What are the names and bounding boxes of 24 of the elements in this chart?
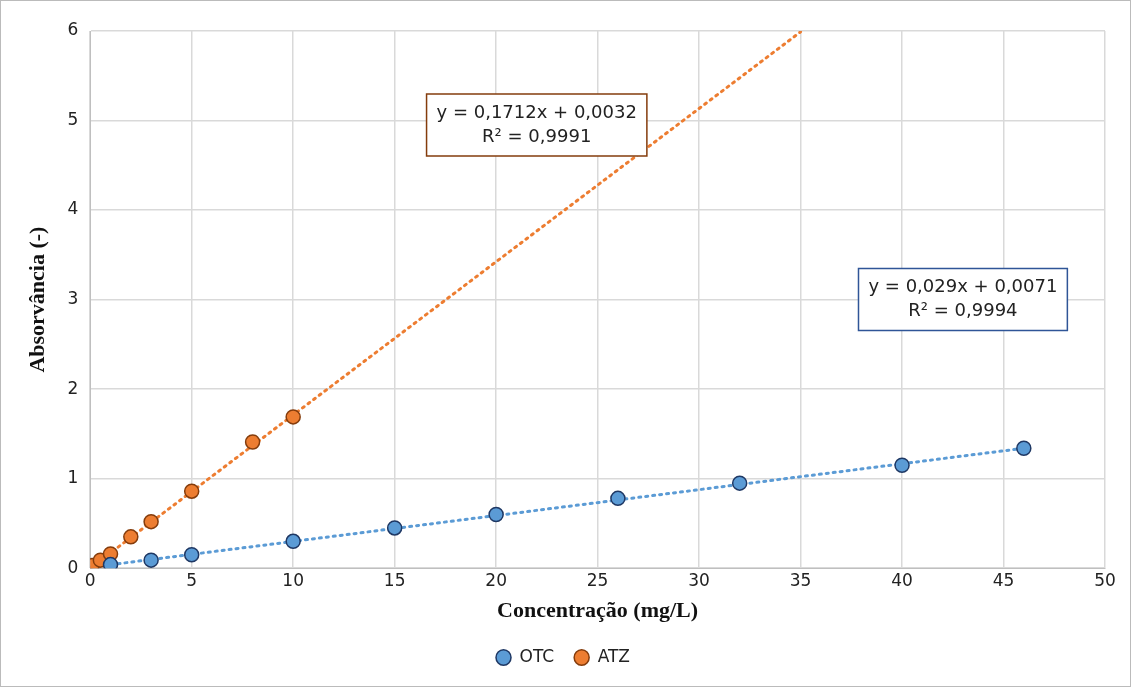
annotation: y = 0,029x + 0,0071 R² = 0,9994 xyxy=(868,275,1058,321)
x-tick-label: 30 xyxy=(688,569,710,590)
y-tick-label: 1 xyxy=(67,467,79,488)
y-tick-label: 0 xyxy=(67,556,79,577)
x-tick-label: 20 xyxy=(485,569,507,590)
y-tick-label: 2 xyxy=(67,377,79,398)
x-axis-title: Concentração (mg/L) xyxy=(497,597,699,623)
x-tick-label: 40 xyxy=(891,569,913,590)
y-tick-label: 5 xyxy=(67,108,79,129)
y-tick-label: 4 xyxy=(67,198,79,219)
x-tick-label: 50 xyxy=(1094,569,1116,590)
x-tick-label: 10 xyxy=(282,569,304,590)
legend-label: ATZ xyxy=(597,645,630,666)
y-axis-title: Absorvância (-) xyxy=(23,226,49,373)
y-tick-label: 6 xyxy=(67,19,79,40)
x-tick-label: 15 xyxy=(383,569,406,590)
x-tick-label: 25 xyxy=(586,569,609,590)
x-tick-label: 35 xyxy=(789,569,812,590)
annotation: y = 0,1712x + 0,0032 R² = 0,9991 xyxy=(436,100,637,146)
x-tick-label: 5 xyxy=(186,569,198,590)
legend-label: OTC xyxy=(519,645,555,666)
x-tick-label: 0 xyxy=(84,569,96,590)
y-tick-label: 3 xyxy=(67,288,79,309)
x-tick-label: 45 xyxy=(992,569,1015,590)
